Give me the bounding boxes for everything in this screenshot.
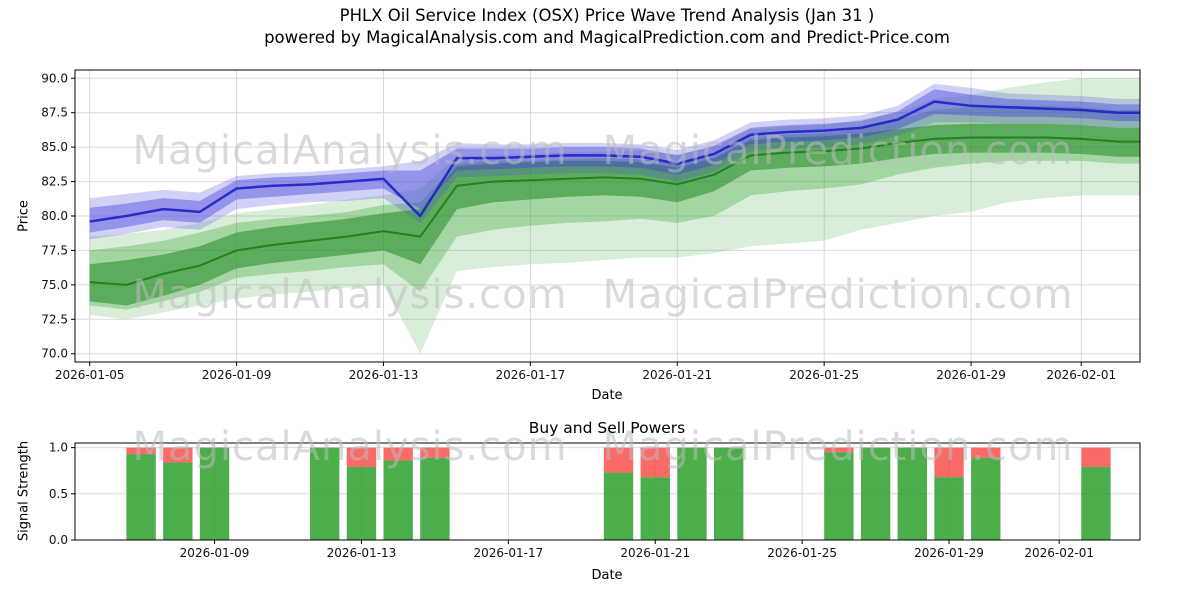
price-chart-bands <box>89 78 1140 354</box>
x-tick-label: 2026-01-21 <box>642 368 712 382</box>
date-axis-label-top: Date <box>591 388 623 403</box>
chart-subtitle: powered by MagicalAnalysis.com and Magic… <box>264 28 950 47</box>
x-tick-label: 2026-02-01 <box>1024 546 1094 560</box>
buy-bar <box>640 477 670 540</box>
signal-chart-frame: 2026-01-09 2026-01-13 2026-01-17 2026-01-21… <box>49 441 1141 560</box>
x-tick-label: 2026-01-09 <box>180 546 250 560</box>
y-tick-label: 1.0 <box>49 441 68 455</box>
buy-bar <box>1081 467 1111 540</box>
sell-bar <box>126 447 156 455</box>
x-tick-label: 2026-01-25 <box>789 368 859 382</box>
buy-bar <box>199 447 230 540</box>
y-tick-label: 77.5 <box>41 243 68 257</box>
signal-chart-bars <box>126 447 1111 540</box>
y-tick-label: 0.0 <box>49 533 68 547</box>
sell-bar <box>640 447 670 478</box>
buy-bar <box>346 467 377 540</box>
x-tick-label: 2026-01-13 <box>349 368 419 382</box>
band-blue-outer <box>89 83 1140 240</box>
buy-bar <box>383 460 413 540</box>
buy-bar <box>420 457 450 540</box>
signal-axis-label: Signal Strength <box>16 440 32 542</box>
y-tick-label: 85.0 <box>41 140 68 154</box>
x-tick-label: 2026-01-29 <box>914 546 984 560</box>
buy-bar <box>126 454 156 540</box>
sell-bar <box>346 447 377 468</box>
x-tick-label: 2026-01-13 <box>327 546 397 560</box>
band-green-core <box>89 123 1140 306</box>
sell-bar <box>383 447 413 461</box>
y-tick-label: 0.5 <box>49 487 68 501</box>
buy-bar <box>824 452 854 540</box>
buy-bar <box>897 447 927 540</box>
buy-bar <box>934 477 964 540</box>
buy-bar <box>971 457 1001 540</box>
sell-bar <box>603 447 634 473</box>
green-trend-line <box>89 136 1140 286</box>
y-tick-label: 80.0 <box>41 209 68 223</box>
x-tick-label: 2026-01-05 <box>55 368 125 382</box>
buy-bar <box>310 447 340 540</box>
x-tick-label: 2026-01-17 <box>473 546 543 560</box>
x-tick-label: 2026-01-25 <box>767 546 837 560</box>
buy-bar <box>677 447 707 540</box>
x-tick-label: 2026-01-29 <box>936 368 1006 382</box>
price-axis-label: Price <box>16 200 32 232</box>
x-tick-label: 2026-01-21 <box>620 546 690 560</box>
buy-bar <box>714 447 744 540</box>
blue-trend-line <box>89 100 1140 223</box>
x-tick-label: 2026-01-17 <box>496 368 566 382</box>
x-tick-label: 2026-02-01 <box>1046 368 1116 382</box>
sell-bar <box>420 447 450 458</box>
y-tick-label: 70.0 <box>41 347 68 361</box>
sell-bar <box>163 447 193 463</box>
buy-bar <box>163 462 193 540</box>
sell-bar <box>934 447 964 478</box>
signal-chart-title: Buy and Sell Powers <box>528 419 686 437</box>
date-axis-label-bottom: Date <box>591 568 623 583</box>
y-tick-label: 75.0 <box>41 278 68 292</box>
sell-bar <box>971 447 1001 458</box>
plot-border <box>74 442 1141 541</box>
sell-bar <box>1081 447 1111 468</box>
y-tick-label: 72.5 <box>41 312 68 326</box>
price-chart-frame: 2026-01-05 2026-01-09 2026-01-13 2026-01-17… <box>41 69 1141 382</box>
y-tick-label: 82.5 <box>41 175 68 189</box>
buy-bar <box>603 472 634 540</box>
chart-title: PHLX Oil Service Index (OSX) Price Wave … <box>339 6 875 25</box>
sell-bar <box>824 447 854 453</box>
y-tick-label: 87.5 <box>41 106 68 120</box>
buy-bar <box>860 447 891 540</box>
y-tick-label: 90.0 <box>41 71 68 85</box>
x-tick-label: 2026-01-09 <box>202 368 272 382</box>
